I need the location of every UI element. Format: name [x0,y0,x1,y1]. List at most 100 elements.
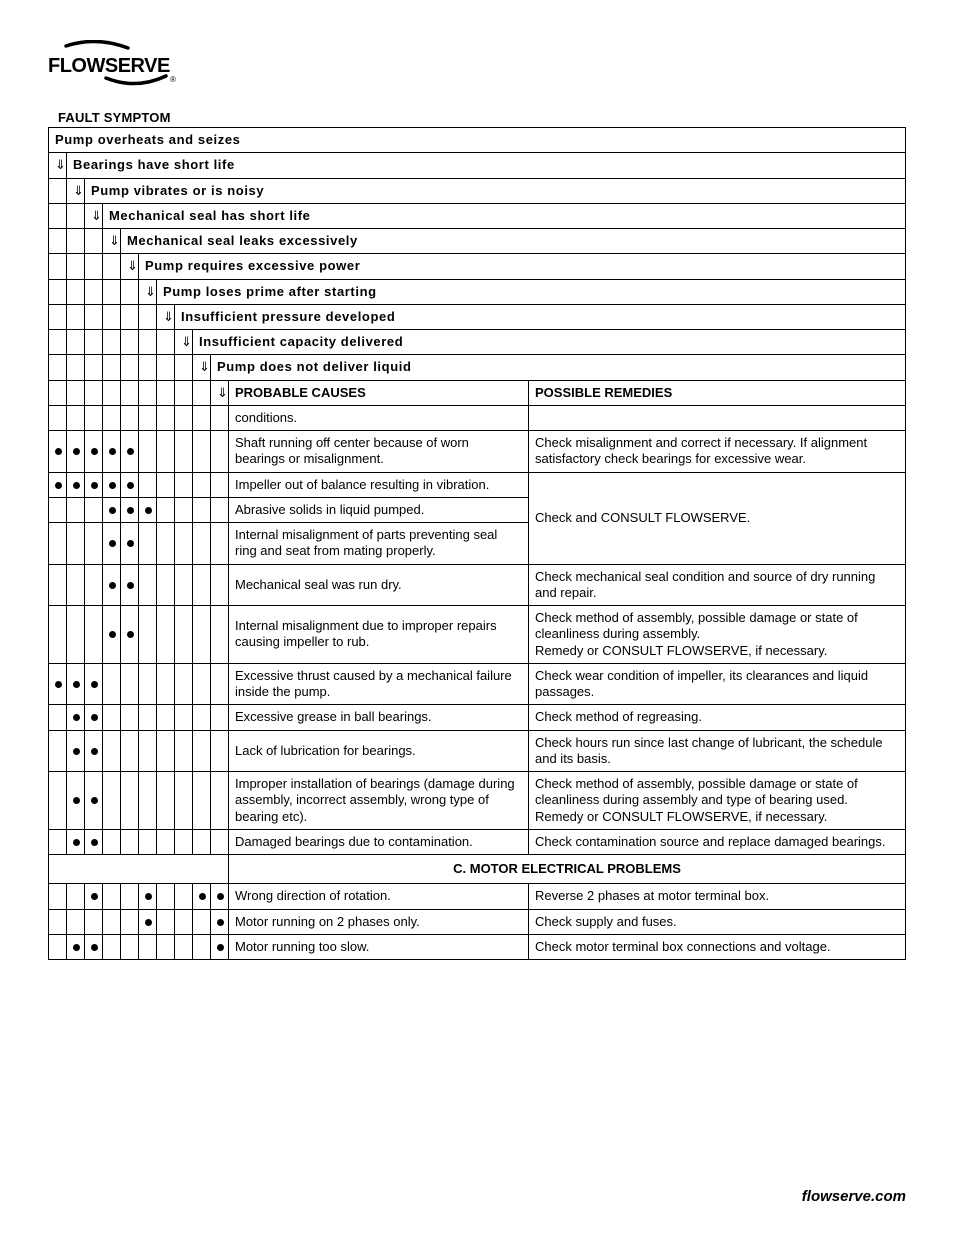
dot-cell [175,606,193,664]
dot-cell [121,606,139,664]
dot-cell [67,431,85,473]
dot-cell [175,564,193,606]
cause-cell: Motor running too slow. [229,934,529,959]
dot-cell [157,564,175,606]
dot-cell [211,497,229,522]
dot-cell [103,705,121,730]
dot-cell [139,497,157,522]
dot-cell [157,730,175,772]
down-arrow-icon: ⇓ [121,254,139,279]
cause-cell: conditions. [229,405,529,430]
table-row: Motor running too slow.Check motor termi… [49,934,906,959]
dot-cell [175,772,193,830]
dot-cell [175,472,193,497]
dot-cell [85,497,103,522]
dot-cell [85,829,103,854]
down-arrow-icon: ⇓ [157,304,175,329]
table-row: Shaft running off center because of worn… [49,431,906,473]
dot-cell [211,606,229,664]
dot-cell [157,934,175,959]
dot-cell [211,705,229,730]
dot-cell [193,431,211,473]
dot-cell [211,909,229,934]
section-title: FAULT SYMPTOM [58,110,906,125]
cause-cell: Internal misalignment of parts preventin… [229,523,529,565]
dot-cell [139,431,157,473]
dot-cell [139,884,157,909]
dot-cell [121,523,139,565]
dot-cell [211,730,229,772]
dot-cell [139,405,157,430]
dot-cell [211,472,229,497]
dot-cell [103,829,121,854]
table-row: Excessive thrust caused by a mechanical … [49,663,906,705]
dot-cell [121,472,139,497]
remedy-cell: Check mechanical seal condition and sour… [529,564,906,606]
dot-cell [175,431,193,473]
remedy-cell: Check contamination source and replace d… [529,829,906,854]
down-arrow-icon: ⇓ [67,178,85,203]
dot-cell [103,405,121,430]
dot-cell [157,431,175,473]
remedy-cell: Check and CONSULT FLOWSERVE. [529,472,906,564]
dot-cell [175,523,193,565]
dot-cell [49,663,67,705]
dot-cell [139,663,157,705]
dot-cell [49,829,67,854]
dot-cell [85,431,103,473]
dot-cell [67,884,85,909]
dot-cell [175,663,193,705]
section-header-row: C. MOTOR ELECTRICAL PROBLEMS [49,855,906,884]
dot-cell [175,497,193,522]
symptom-label: Insufficient capacity delivered [193,330,906,355]
dot-cell [67,405,85,430]
dot-cell [67,523,85,565]
table-row: Motor running on 2 phases only.Check sup… [49,909,906,934]
dot-cell [67,829,85,854]
symptom-row: ⇓ Mechanical seal has short life [49,203,906,228]
symptom-label: Bearings have short life [67,153,906,178]
dot-cell [193,405,211,430]
dot-cell [103,564,121,606]
table-row: Wrong direction of rotation.Reverse 2 ph… [49,884,906,909]
dot-cell [139,772,157,830]
symptom-label: Pump overheats and seizes [49,128,906,153]
dot-cell [193,606,211,664]
dot-cell [49,564,67,606]
cause-cell: Excessive thrust caused by a mechanical … [229,663,529,705]
dot-cell [121,663,139,705]
dot-cell [157,884,175,909]
svg-text:®: ® [170,75,176,84]
dot-cell [157,663,175,705]
dot-cell [67,705,85,730]
cause-cell: Internal misalignment due to improper re… [229,606,529,664]
dot-cell [121,431,139,473]
down-arrow-icon: ⇓ [139,279,157,304]
dot-cell [157,497,175,522]
cause-cell: Wrong direction of rotation. [229,884,529,909]
dot-cell [157,772,175,830]
dot-cell [193,497,211,522]
down-arrow-icon: ⇓ [85,203,103,228]
dot-cell [139,705,157,730]
remedy-cell: Check hours run since last change of lub… [529,730,906,772]
dot-cell [85,606,103,664]
dot-cell [211,934,229,959]
symptom-label: Pump loses prime after starting [157,279,906,304]
dot-cell [103,663,121,705]
dot-cell [121,829,139,854]
brand-logo: FLOWSERVE ® [48,40,906,88]
symptom-label: Pump vibrates or is noisy [85,178,906,203]
dot-cell [67,606,85,664]
dot-cell [121,405,139,430]
dot-cell [211,431,229,473]
dot-cell [103,523,121,565]
dot-cell [175,829,193,854]
table-row: Internal misalignment due to improper re… [49,606,906,664]
dot-cell [49,730,67,772]
symptom-label: Mechanical seal has short life [103,203,906,228]
symptom-row: ⇓ Bearings have short life [49,153,906,178]
dot-cell [121,772,139,830]
dot-cell [121,909,139,934]
dot-cell [193,705,211,730]
